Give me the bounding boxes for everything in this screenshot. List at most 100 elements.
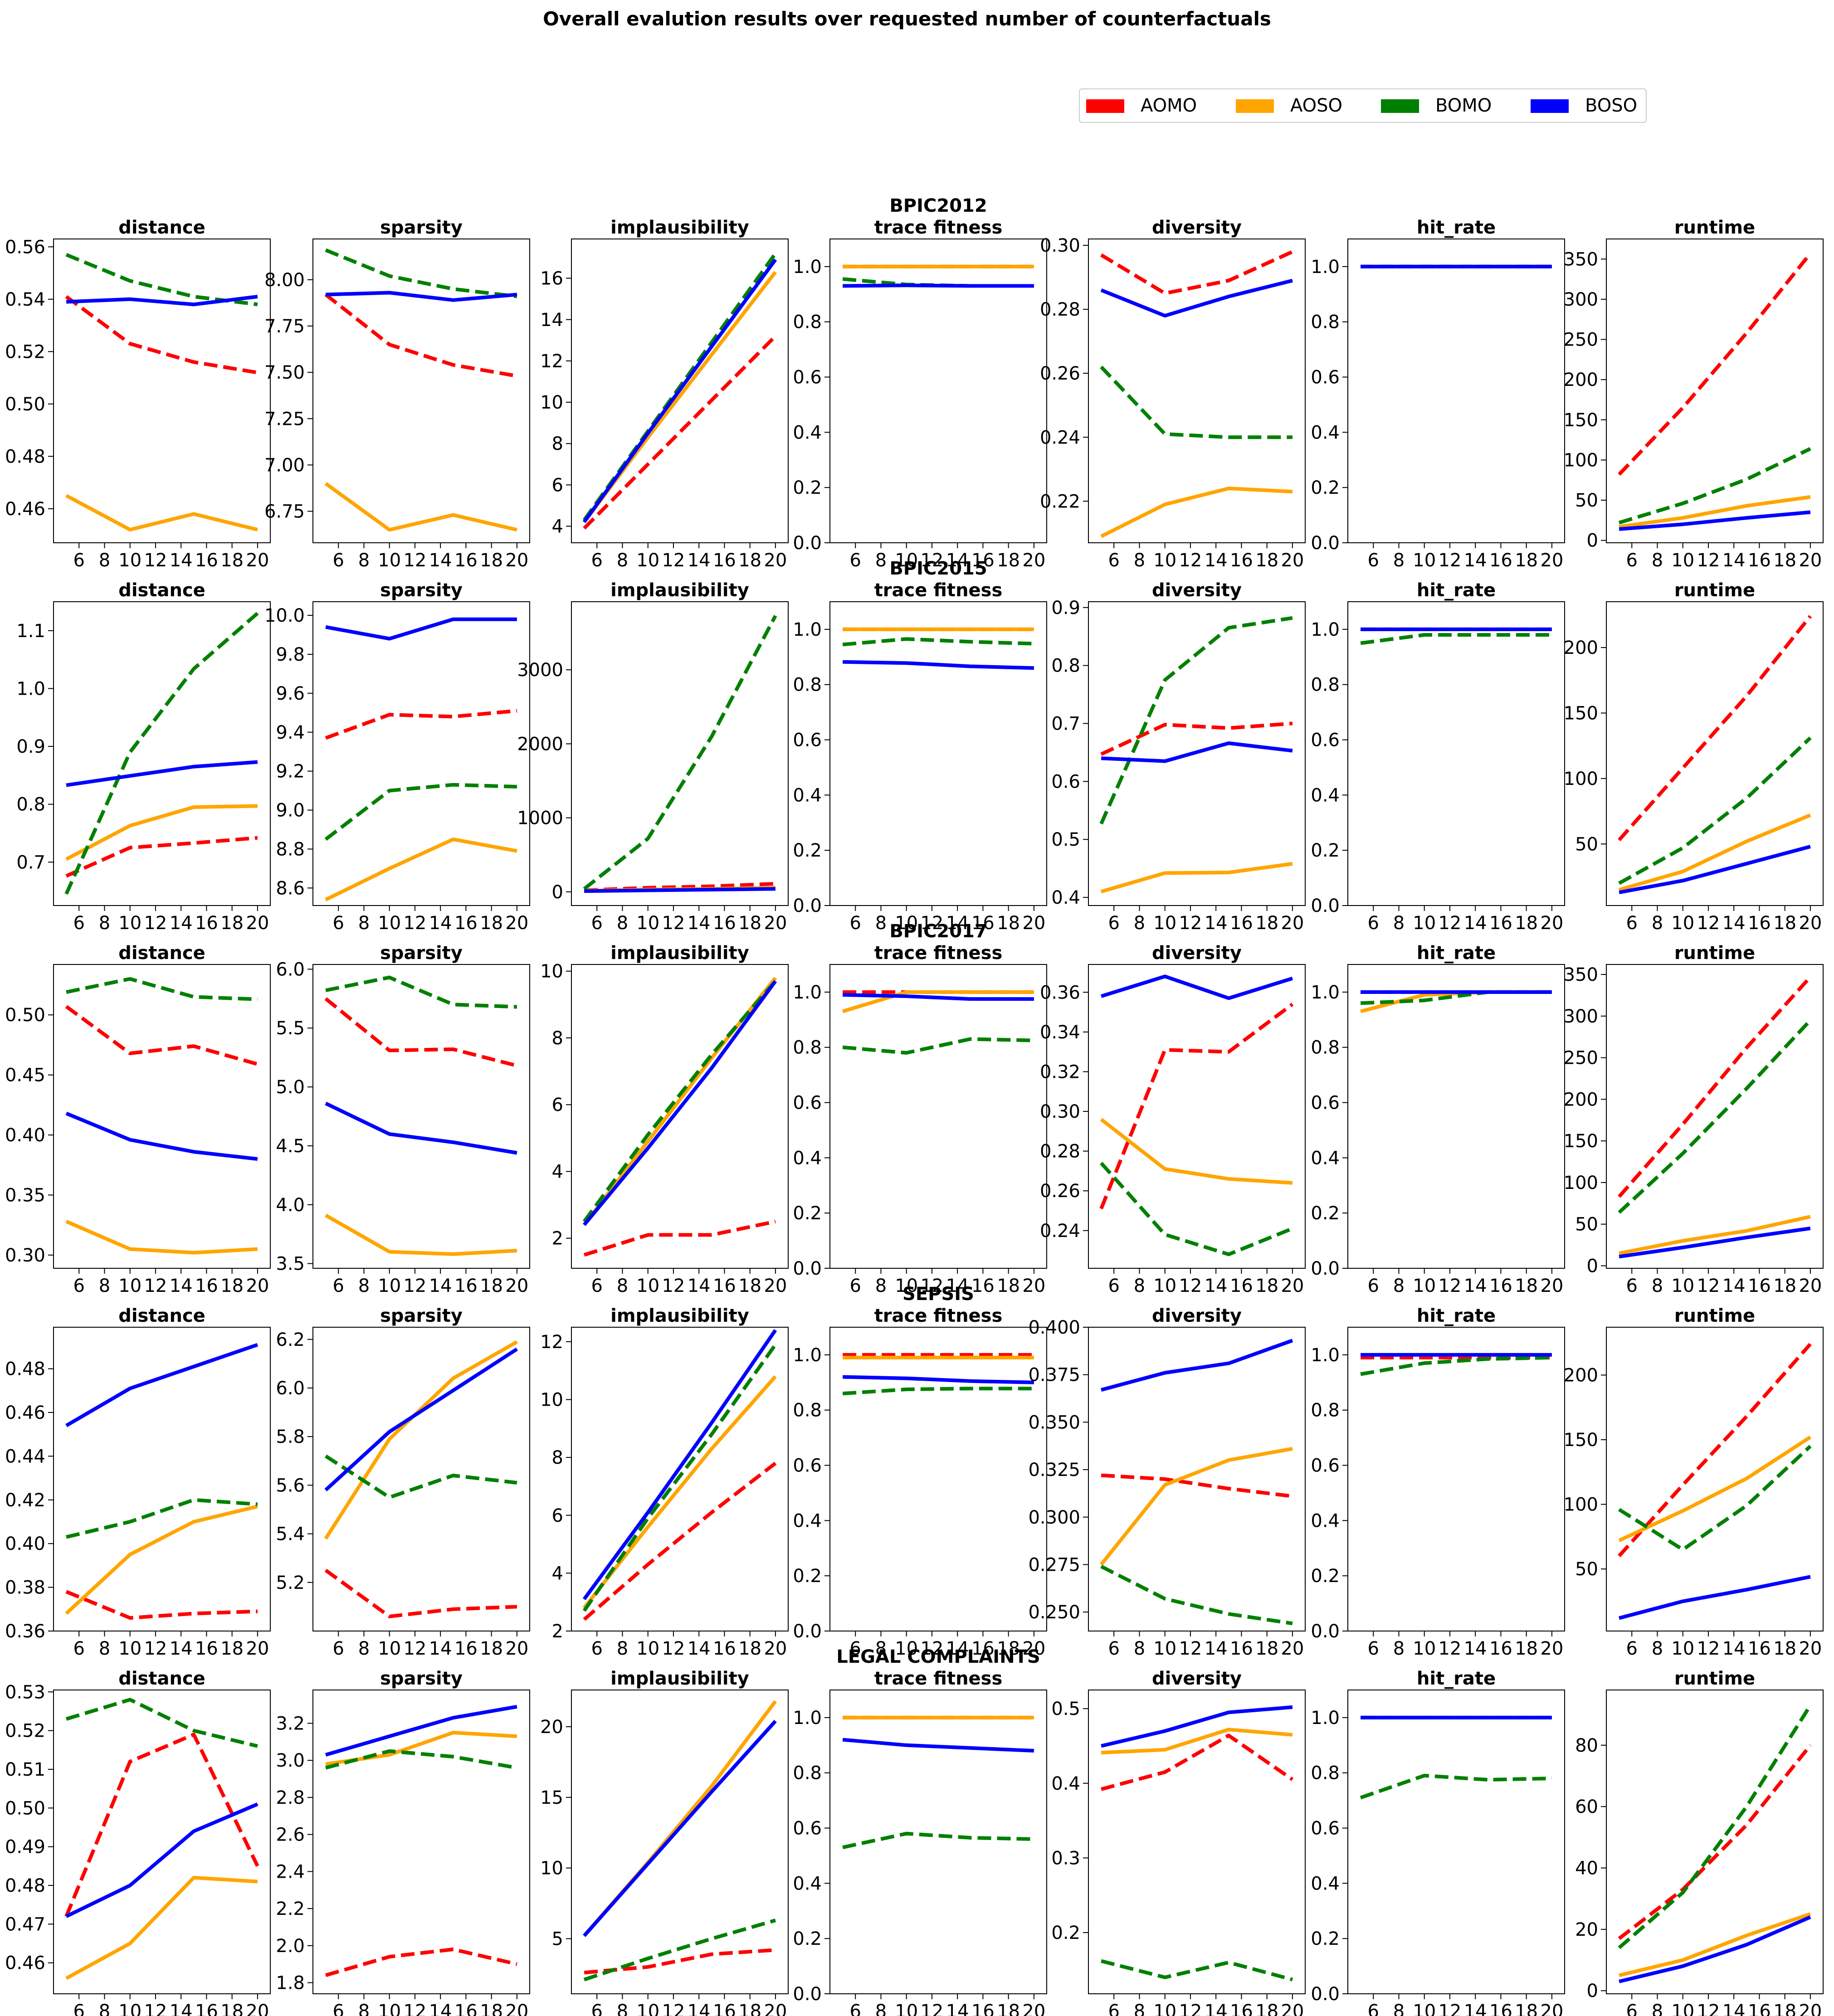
- x-tick-label: 20: [1281, 550, 1304, 571]
- x-tick-label: 20: [764, 1638, 787, 1659]
- series-group: [1618, 252, 1812, 531]
- panel-legal-complaints-diversity: diversity 6 8 10 12 14 16 18 20 0.2 0.3 0.4 0.5: [1051, 1668, 1306, 2016]
- legend-label-boso: BOSO: [1585, 95, 1637, 116]
- panel-legal-complaints-hit-rate: hit_rate 6 8 10 12 14 16 18 20 0.0 0.2 0.4 0.6 0.8 1.0: [1311, 1668, 1565, 2016]
- series-line-bomo: [1100, 1162, 1293, 1256]
- y-tick-label: 0.56: [5, 237, 45, 258]
- y-tick-label: 0.8: [793, 312, 822, 333]
- x-tick-label: 20: [246, 2001, 269, 2016]
- figure-title: Overall evalution results over requested…: [543, 8, 1271, 30]
- y-tick-label: 12: [540, 1332, 563, 1353]
- y-tick-label: 300: [1564, 1006, 1598, 1027]
- y-tick-label: 0.8: [793, 675, 822, 696]
- legend: AOMO AOSO BOMO BOSO: [1079, 88, 1647, 123]
- x-tick-label: 14: [429, 1276, 452, 1296]
- panel-title: trace fitness: [874, 1305, 1003, 1326]
- y-tick-label: 50: [1575, 490, 1598, 511]
- x-tick-label: 6: [1368, 913, 1379, 934]
- series-line-aomo: [1618, 1343, 1812, 1558]
- x-tick-label: 6: [1626, 913, 1638, 934]
- series-line-aoso: [324, 1340, 518, 1540]
- x-tick-label: 10: [636, 1276, 659, 1296]
- series-line-bomo: [1100, 1565, 1293, 1626]
- series-line-aomo: [325, 1948, 517, 1977]
- series-group: [842, 1715, 1034, 1850]
- x-tick-label: 20: [764, 2001, 787, 2016]
- x-tick-label: 16: [1230, 1276, 1253, 1296]
- axes-frame: [53, 601, 271, 906]
- x-tick-label: 16: [1748, 913, 1771, 934]
- y-tick-label: 50: [1575, 834, 1598, 855]
- x-tick-label: 8: [875, 2001, 887, 2016]
- x-tick-label: 10: [636, 913, 659, 934]
- series-group: [842, 1353, 1034, 1396]
- x-tick-label: 10: [1671, 550, 1694, 571]
- x-tick-label: 12: [403, 1638, 426, 1659]
- x-tick-label: 16: [1748, 1638, 1771, 1659]
- x-tick-label: 14: [946, 2001, 969, 2016]
- y-tick-label: 5.4: [276, 1524, 305, 1545]
- x-tick-label: 8: [358, 1276, 370, 1296]
- y-tick-label: 0.6: [1051, 771, 1080, 792]
- panel-bpic2015-distance: distance 6 8 10 12 14 16 18 20 0.7 0.8 0.9 1.0 1.1: [16, 580, 271, 934]
- x-tick-label: 8: [617, 550, 628, 571]
- x-tick-label: 8: [358, 913, 370, 934]
- y-tick-label: 8.6: [276, 878, 305, 899]
- x-tick-label: 16: [971, 1638, 995, 1659]
- x-tick-label: 8: [99, 1638, 110, 1659]
- y-tick-label: 16: [540, 268, 563, 289]
- panel-title: distance: [118, 580, 205, 601]
- series-group: [1099, 974, 1294, 1256]
- x-tick-label: 10: [1413, 550, 1436, 571]
- x-tick-label: 18: [1255, 1276, 1278, 1296]
- y-tick-label: 10: [540, 961, 563, 982]
- y-tick-label: 4: [552, 516, 563, 537]
- series-line-aoso: [65, 1220, 258, 1255]
- y-tick-label: 150: [1564, 1131, 1598, 1152]
- x-tick-label: 12: [1179, 550, 1202, 571]
- x-tick-label: 10: [118, 550, 141, 571]
- x-tick-label: 20: [505, 1276, 528, 1296]
- y-tick-label: 0.8: [793, 1037, 822, 1058]
- x-tick-label: 20: [1799, 1638, 1822, 1659]
- y-tick-label: 100: [1564, 1495, 1598, 1515]
- x-tick-label: 6: [73, 913, 85, 934]
- panel-bpic2012-hit-rate: hit_rate 6 8 10 12 14 16 18 20 0.0 0.2 0.4 0.6 0.8 1.0: [1311, 217, 1565, 571]
- panel-title: distance: [118, 217, 205, 238]
- y-tick-label: 0.0: [793, 533, 822, 554]
- x-tick-label: 6: [73, 550, 85, 571]
- series-line-boso: [1101, 1705, 1293, 1748]
- x-tick-label: 6: [850, 1276, 861, 1296]
- series-line-aomo: [1618, 1744, 1812, 1940]
- y-tick-label: 10.0: [264, 605, 305, 626]
- x-tick-label: 8: [617, 2001, 628, 2016]
- y-tick-label: 0.2: [1051, 1923, 1080, 1943]
- x-tick-label: 18: [1255, 550, 1278, 571]
- x-tick-label: 16: [713, 1638, 736, 1659]
- x-tick-label: 8: [1652, 2001, 1663, 2016]
- y-tick-label: 14: [540, 310, 563, 331]
- x-tick-label: 14: [170, 2001, 193, 2016]
- legend-swatch-aoso: [1236, 99, 1274, 113]
- series-line-bomo: [1100, 365, 1293, 439]
- series-group: [1101, 1705, 1294, 1982]
- y-tick-label: 0.0: [1311, 533, 1340, 554]
- series-group: [582, 977, 777, 1257]
- series-line-aoso: [1099, 1447, 1293, 1566]
- x-tick-label: 10: [636, 550, 659, 571]
- panel-legal-complaints-sparsity: sparsity 6 8 10 12 14 16 18 20 1.8 2.0 2.2 2.4 2.6 2.8…: [276, 1668, 530, 2016]
- panel-bpic2017-diversity: diversity 6 8 10 12 14 16 18 20 0.24 0.26 0.28 0.30 0…: [1040, 943, 1306, 1296]
- x-tick-label: 20: [246, 913, 269, 934]
- axes-frame: [1606, 964, 1824, 1269]
- axes-frame: [829, 1690, 1047, 1994]
- series-line-bomo: [325, 248, 517, 298]
- panel-title: runtime: [1674, 1668, 1755, 1689]
- x-tick-label: 16: [1230, 550, 1253, 571]
- panel-legal-complaints-trace-fitness: trace fitness 6 8 10 12 14 16 18 20 0.0 0.2 0.4 0.6 0…: [793, 1668, 1047, 2016]
- x-tick-label: 10: [378, 1276, 401, 1296]
- series-line-bomo: [583, 1919, 776, 1982]
- series-line-bomo: [66, 1498, 258, 1539]
- y-tick-label: 0.3: [1051, 1848, 1080, 1869]
- x-tick-label: 12: [1697, 2001, 1720, 2016]
